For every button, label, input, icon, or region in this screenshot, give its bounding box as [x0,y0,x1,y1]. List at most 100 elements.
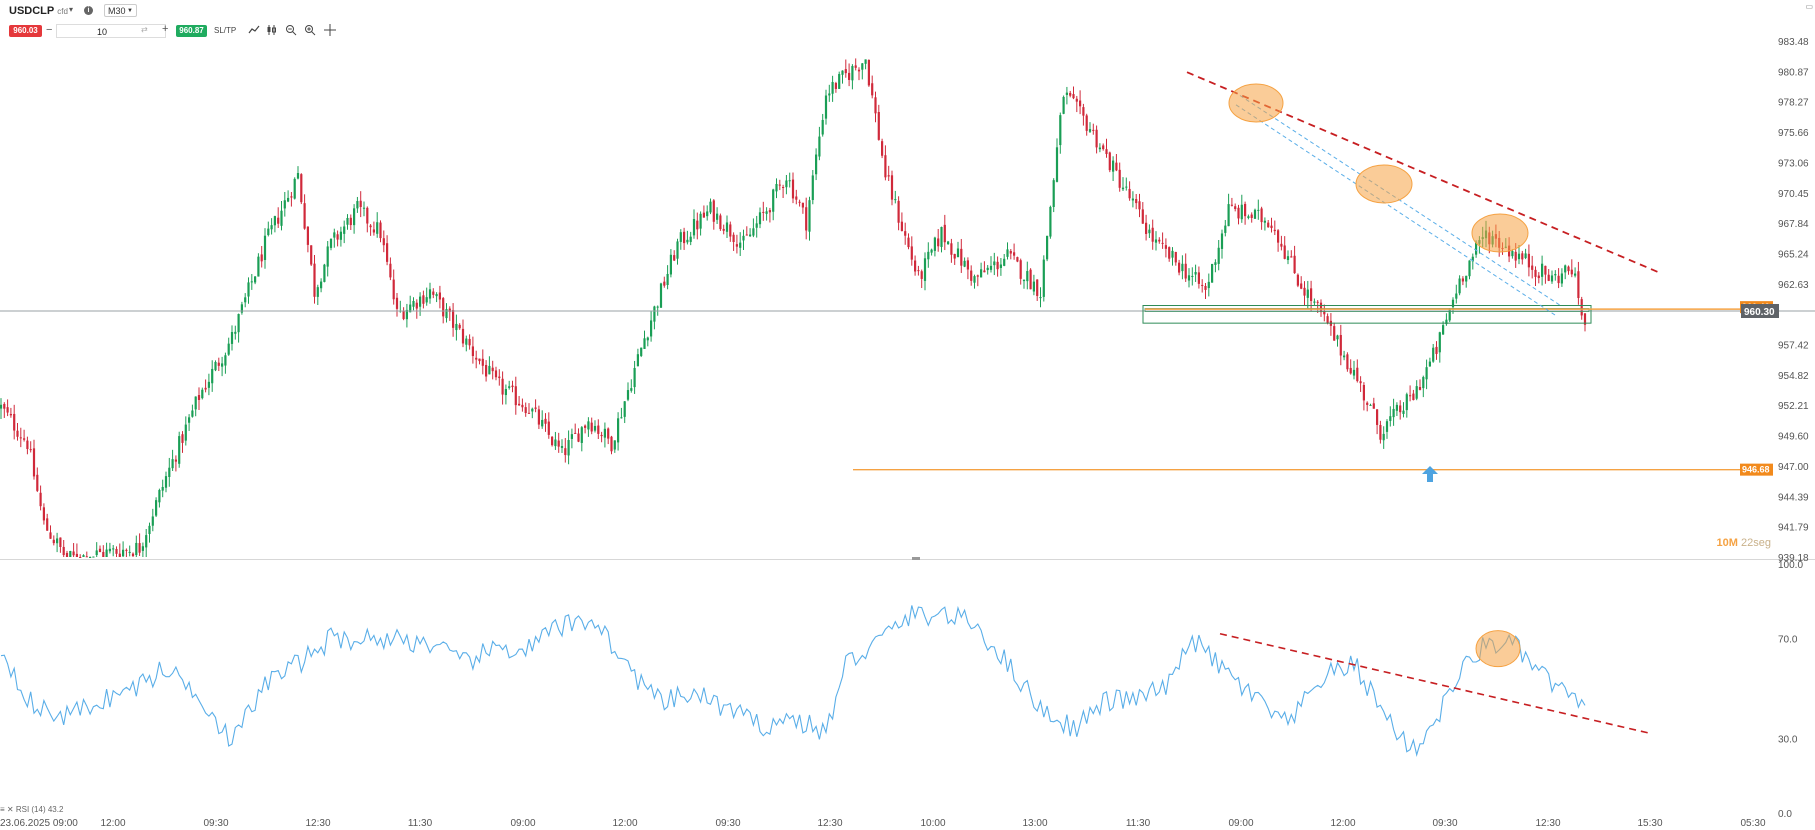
candle-body [296,173,300,179]
candle-body [1112,160,1115,172]
zoom-out-icon[interactable] [285,24,297,36]
candle-body [1425,367,1428,380]
zoom-in-icon[interactable] [304,24,316,36]
candle-body [1178,262,1181,273]
rsi-axis-label: 70.0 [1778,635,1798,646]
candle-body [887,175,890,177]
candle-body [534,407,537,409]
candle-body [953,253,956,259]
candle-body [801,202,804,208]
candle-body [659,283,663,308]
candle-body [1088,129,1092,132]
swap-icon[interactable]: ⇄ [141,25,148,34]
decrease-quantity-button[interactable]: − [46,24,53,36]
candle-body [1125,186,1128,188]
candle-body [257,256,260,277]
candle-body [409,304,412,313]
candle-body [333,232,336,238]
candle-body [956,248,960,258]
candle-body [336,234,339,240]
line-chart-icon[interactable] [248,24,260,36]
candle-body [907,237,910,248]
price-axis-label: 954.82 [1778,371,1809,382]
candle-body [1019,260,1022,279]
candle-body [729,224,732,237]
candle-body [1220,233,1224,249]
candle-body [362,207,366,209]
candle-body [1158,239,1161,242]
candle-body [1224,225,1227,233]
candle-body [881,141,884,156]
candle-body [669,254,672,275]
info-icon[interactable]: i [84,6,93,15]
candle-body [155,500,158,516]
candle-body [39,492,42,507]
candle-body [1154,239,1158,243]
candle-body [815,154,818,175]
candle-body [544,418,547,424]
candle-body [1349,367,1352,374]
candle-body [640,347,643,356]
candle-body [1428,361,1431,367]
candle-body [425,297,428,303]
candle-body [485,364,488,377]
candle-body [95,550,98,556]
candle-body [1250,214,1253,218]
timeframe-select[interactable]: M30 ▼ [104,4,137,17]
sl-tp-button[interactable]: SL/TP [214,26,237,35]
candle-body [89,557,92,558]
candle-body [1290,256,1293,258]
rsi-indicator-label[interactable]: ≡ ✕ RSI (14) 43.2 [0,805,63,814]
candle-body [1333,326,1336,341]
candle-body [1389,416,1392,421]
candle-body [488,365,491,375]
sell-button[interactable]: 960.03 [9,25,42,37]
price-axis-label: 941.79 [1778,523,1809,534]
window-icon[interactable]: ▭ [1805,2,1813,11]
candle-body [428,289,432,299]
candle-body [1306,289,1309,298]
candle-body [989,265,993,270]
candle-body [504,389,507,396]
candle-body [603,428,606,438]
candle-body [432,291,435,295]
candle-body [848,72,851,80]
candle-body [1475,242,1478,255]
candle-body [871,83,874,96]
chevron-down-icon[interactable]: ▾ [69,5,74,14]
candle-body [719,215,722,230]
increase-quantity-button[interactable]: + [162,23,169,35]
time-axis-label: 12:00 [1330,818,1355,829]
candle-body [52,539,55,544]
candle-body [478,358,481,362]
candles-icon[interactable] [266,24,278,36]
candle-body [531,408,534,412]
candle-body [65,552,69,557]
symbol-selector[interactable]: USDCLP cfd [9,5,68,17]
candle-body [557,440,560,447]
candle-body [1184,263,1187,279]
candle-body [214,361,217,371]
candle-body [541,419,544,427]
candle-body [613,440,616,450]
candle-body [1293,255,1296,274]
crosshair-icon[interactable] [324,24,336,36]
candle-body [290,196,293,198]
candle-body [1319,302,1323,313]
candle-body [762,211,765,213]
candle-body [1039,297,1042,299]
toolbar: USDCLP cfd ▾ i M30 ▼ 960.03 − 10 ⇄ + 960.8… [0,0,1500,50]
candle-body [19,437,22,439]
candle-body [204,387,207,390]
candle-body [151,516,154,526]
candle-body [930,249,933,253]
candle-body [725,222,729,232]
candle-body [1336,335,1339,340]
pane-resize-handle [912,557,920,560]
time-axis-label: 12:00 [612,818,637,829]
quantity-input[interactable]: 10 [56,24,166,38]
buy-button[interactable]: 960.87 [176,25,207,37]
candle-body [194,396,197,410]
candle-body [237,314,240,333]
